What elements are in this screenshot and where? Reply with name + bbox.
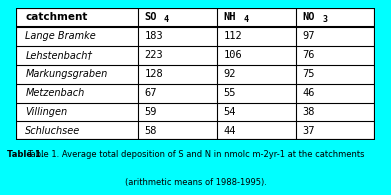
Text: 128: 128 (144, 69, 163, 79)
Text: 3: 3 (322, 15, 327, 24)
Text: (arithmetic means of 1988-1995).: (arithmetic means of 1988-1995). (125, 178, 266, 187)
Text: Markungsgraben: Markungsgraben (25, 69, 108, 79)
Text: 106: 106 (223, 50, 242, 60)
Text: 76: 76 (303, 50, 315, 60)
Text: 44: 44 (223, 126, 236, 136)
Text: 38: 38 (303, 107, 315, 117)
Text: catchment: catchment (25, 12, 88, 22)
Text: SO: SO (144, 12, 157, 22)
Text: 4: 4 (164, 15, 169, 24)
Text: 75: 75 (303, 69, 315, 79)
Text: 97: 97 (303, 31, 315, 41)
Text: Table 1.: Table 1. (7, 150, 44, 159)
Text: 183: 183 (144, 31, 163, 41)
Text: 112: 112 (223, 31, 242, 41)
Text: 67: 67 (144, 88, 157, 98)
Text: 37: 37 (303, 126, 315, 136)
Text: Table 1. Average total deposition of S and N in nmolc m-2yr-1 at the catchments: Table 1. Average total deposition of S a… (27, 150, 364, 159)
Text: 55: 55 (223, 88, 236, 98)
Text: Schluchsee: Schluchsee (25, 126, 81, 136)
Text: NH: NH (223, 12, 236, 22)
Text: NO: NO (303, 12, 315, 22)
Polygon shape (16, 8, 375, 140)
Text: 223: 223 (144, 50, 163, 60)
Text: Villingen: Villingen (25, 107, 68, 117)
Text: Metzenbach: Metzenbach (25, 88, 85, 98)
Text: 59: 59 (144, 107, 157, 117)
Text: 4: 4 (243, 15, 248, 24)
Text: 92: 92 (223, 69, 236, 79)
Text: 54: 54 (223, 107, 236, 117)
Text: Lehstenbach†: Lehstenbach† (25, 50, 93, 60)
Text: 58: 58 (144, 126, 157, 136)
Text: 46: 46 (303, 88, 315, 98)
Text: Lange Bramke: Lange Bramke (25, 31, 96, 41)
